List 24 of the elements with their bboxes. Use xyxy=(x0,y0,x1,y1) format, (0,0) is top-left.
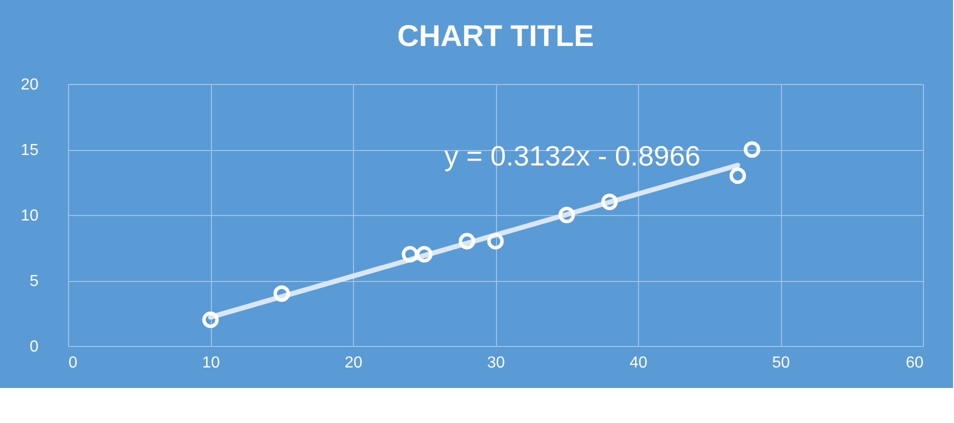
x-tick-label: 10 xyxy=(202,354,220,372)
y-tick-label: 15 xyxy=(20,142,39,159)
point xyxy=(487,232,504,250)
y-tick-label: 0 xyxy=(30,338,39,356)
point xyxy=(729,167,746,184)
point xyxy=(416,246,433,263)
point xyxy=(202,312,219,328)
chart-title: CHART TITLE xyxy=(397,20,594,53)
y-tick-label: 10 xyxy=(20,208,39,224)
x-tick-label: 50 xyxy=(772,354,790,372)
point xyxy=(558,206,576,224)
annotation: y = 0.3132x - 0.8966 xyxy=(444,140,700,172)
point xyxy=(458,232,476,250)
y-tick-label: 20 xyxy=(20,76,39,94)
point xyxy=(601,194,618,210)
x-tick-label: 20 xyxy=(344,354,362,372)
x-tick-label: 40 xyxy=(630,354,648,372)
x-tick-label: 60 xyxy=(906,354,924,372)
point xyxy=(273,285,290,302)
point xyxy=(402,246,418,263)
y-tick-label: 5 xyxy=(30,273,39,290)
x-tick-label: 0 xyxy=(68,354,78,372)
x-tick-label: 30 xyxy=(487,354,505,372)
point xyxy=(744,141,760,158)
